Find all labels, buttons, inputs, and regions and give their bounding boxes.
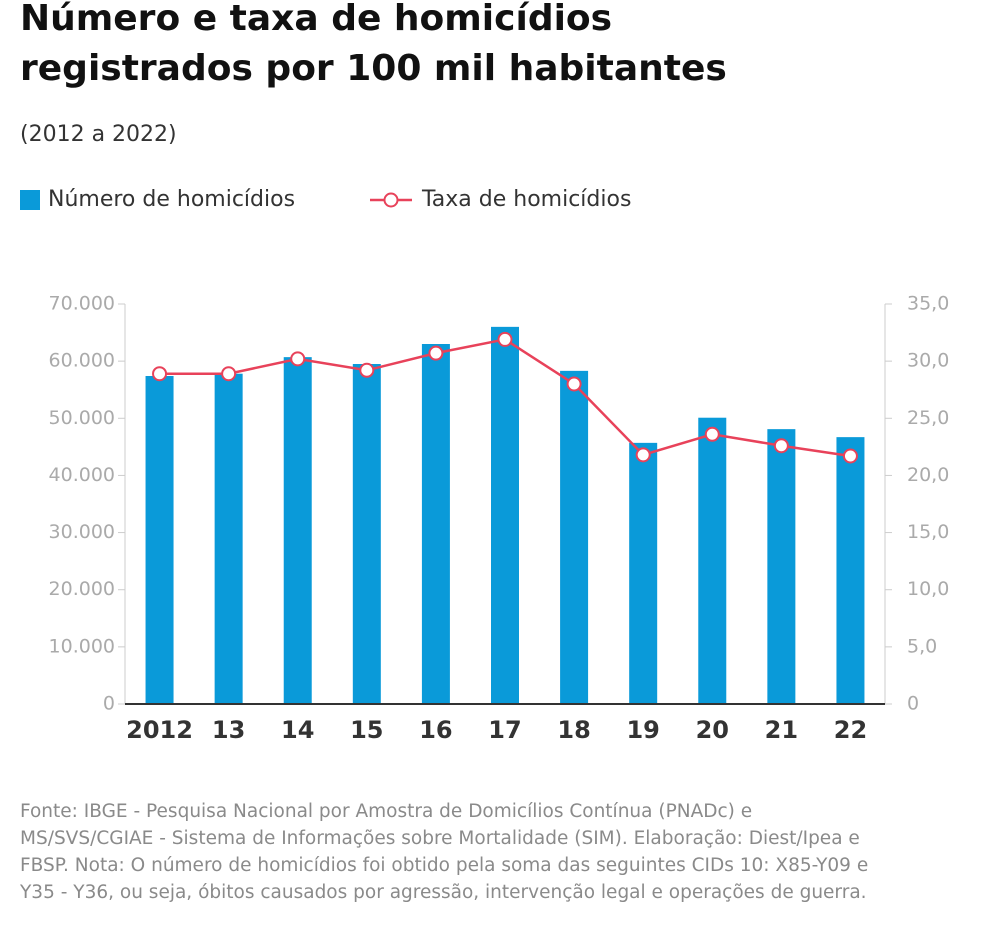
x-tick-label: 21 <box>765 716 798 744</box>
y2-tick-label: 25,0 <box>907 407 949 429</box>
bar <box>767 429 796 704</box>
y-tick-label: 0 <box>103 693 115 715</box>
x-tick-label: 2012 <box>126 716 193 744</box>
y2-tick-label: 10,0 <box>907 578 949 600</box>
bar <box>421 344 450 704</box>
rate-point <box>635 447 651 463</box>
bar <box>491 326 519 704</box>
bar <box>836 437 865 704</box>
rate-point <box>842 448 858 464</box>
chart: Número e taxa de homicídios registrados p… <box>20 0 949 744</box>
chart-title: Número e taxa de homicídios registrados p… <box>20 0 727 89</box>
y2-tick-label: 0 <box>907 693 919 715</box>
rate-point <box>290 351 306 367</box>
rate-point <box>497 331 513 347</box>
rate-point <box>704 426 720 442</box>
rate-point <box>221 366 237 382</box>
y-tick-label: 50.000 <box>49 407 115 429</box>
x-tick-label: 22 <box>834 716 867 744</box>
x-tick-label: 15 <box>350 716 383 744</box>
rate-point <box>566 376 582 392</box>
bar <box>352 364 381 704</box>
y-tick-label: 10.000 <box>49 635 115 657</box>
x-tick-label: 18 <box>557 716 590 744</box>
legend-swatch <box>383 192 399 208</box>
x-tick-label: 16 <box>419 716 452 744</box>
bar <box>560 370 589 704</box>
y2-tick-label: 15,0 <box>907 521 949 543</box>
bar <box>283 357 312 704</box>
y-tick-label: 30.000 <box>49 521 115 543</box>
rate-point <box>428 345 444 361</box>
rate-point <box>152 366 168 382</box>
y2-tick-label: 20,0 <box>907 464 949 486</box>
x-tick-label: 13 <box>212 716 245 744</box>
bar <box>214 373 243 704</box>
y2-tick-label: 35,0 <box>907 293 949 315</box>
x-tick-label: 19 <box>626 716 659 744</box>
y-tick-label: 20.000 <box>49 578 115 600</box>
y-tick-label: 40.000 <box>49 464 115 486</box>
x-tick-label: 17 <box>488 716 521 744</box>
bar <box>629 442 658 704</box>
bar <box>698 417 727 704</box>
rate-point <box>773 438 789 454</box>
bar <box>145 376 174 704</box>
x-tick-label: 14 <box>281 716 314 744</box>
y-tick-label: 60.000 <box>49 350 115 372</box>
rate-point <box>359 362 375 378</box>
y-tick-label: 70.000 <box>49 293 115 315</box>
legend-label: Taxa de homicídios <box>421 187 631 212</box>
legend-swatch <box>20 190 40 210</box>
x-tick-label: 20 <box>696 716 729 744</box>
chart-subtitle: (2012 a 2022) <box>20 122 177 147</box>
y2-tick-label: 5,0 <box>907 635 937 657</box>
y2-tick-label: 30,0 <box>907 350 949 372</box>
source-note: Fonte: IBGE - Pesquisa Nacional por Amos… <box>20 801 869 903</box>
legend-label: Número de homicídios <box>48 187 295 212</box>
